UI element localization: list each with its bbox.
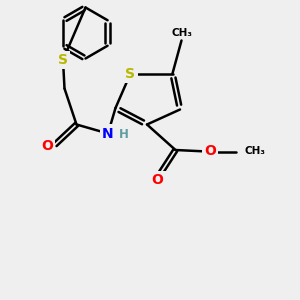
Text: O: O [152,173,164,187]
Text: CH₃: CH₃ [244,146,266,157]
Text: CH₃: CH₃ [171,28,192,38]
Text: H: H [118,128,128,142]
Text: S: S [125,67,136,80]
Text: O: O [204,144,216,158]
Text: O: O [41,140,53,153]
Text: N: N [102,127,114,140]
Text: S: S [58,53,68,67]
